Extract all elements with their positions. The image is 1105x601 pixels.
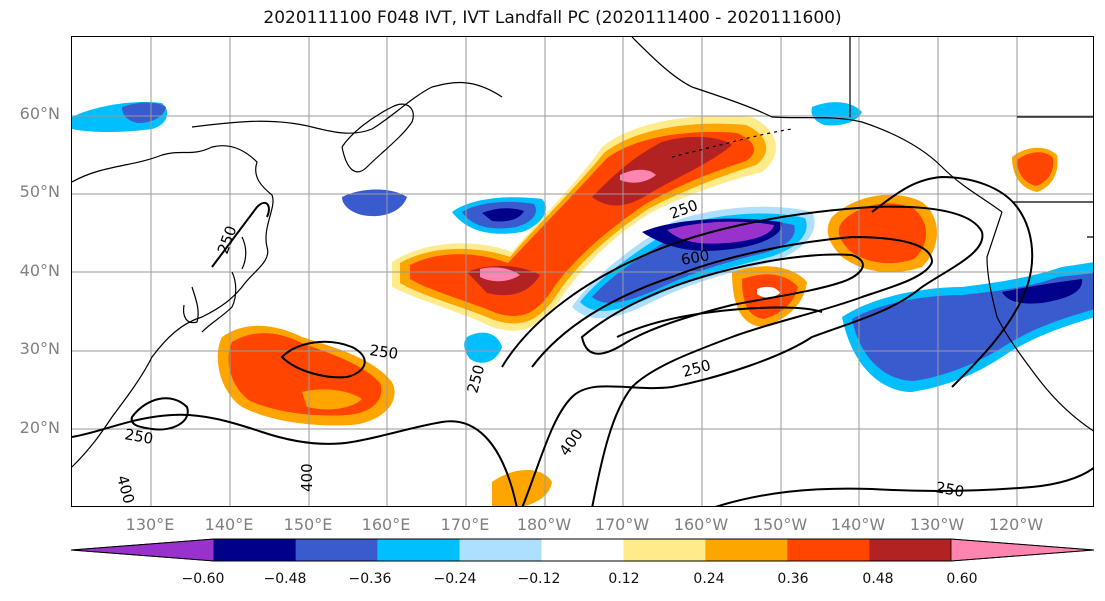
colorbar-segment <box>214 539 296 561</box>
colorbar-tick: 0.48 <box>862 571 894 587</box>
lon-label: 180°W <box>516 515 572 534</box>
lon-label: 140°W <box>830 515 886 534</box>
contour-label: 400 <box>113 473 138 505</box>
ivt-contours <box>72 175 1093 506</box>
lon-label: 160°E <box>361 515 411 534</box>
contour-label: 250 <box>680 356 712 381</box>
positive-plume-main-darkred <box>592 136 732 206</box>
positive-cell-east-2-hole <box>757 286 780 298</box>
colorbar-tick: −0.36 <box>348 571 392 587</box>
contour-label: 600 <box>680 246 711 269</box>
graticule <box>72 37 1093 506</box>
lat-label-60n: 60°N <box>19 104 60 123</box>
contour-label: 400 <box>298 463 316 492</box>
negative-cell-south <box>464 332 502 363</box>
contour-label: 250 <box>214 223 241 256</box>
negative-cell-nw <box>342 189 407 217</box>
contour-600 <box>580 253 864 355</box>
negative-cell-far-west-blue <box>122 102 166 123</box>
map-title: 2020111100 F048 IVT, IVT Landfall PC (20… <box>263 8 842 28</box>
siberia-coast <box>191 81 503 134</box>
positive-cell-east-red <box>838 203 926 264</box>
colorbar-tick: 0.24 <box>693 571 725 587</box>
lon-label: 170°E <box>440 515 490 534</box>
na-west-coast <box>986 211 1093 432</box>
colorbar-segment <box>950 538 1095 562</box>
lon-label: 140°E <box>204 515 254 534</box>
coastlines <box>72 37 1093 468</box>
lon-label: 120°W <box>988 515 1044 534</box>
positive-plume-pink <box>480 267 520 282</box>
lon-label: 150°W <box>752 515 808 534</box>
map-panel: 250 600 250 250 250 250 400 400 400 250 … <box>71 36 1094 507</box>
colorbar-tick: 0.36 <box>777 571 809 587</box>
colorbar-segment <box>623 539 706 561</box>
positive-cell-ne-2 <box>1017 152 1054 186</box>
colorbar-segment <box>869 539 951 561</box>
lat-label-40n: 40°N <box>19 261 60 280</box>
colorbar-segment <box>705 539 788 561</box>
negative-cell-north-navy <box>482 208 524 222</box>
contour-label: 400 <box>556 426 587 460</box>
lat-label-50n: 50°N <box>19 182 60 201</box>
colorbar-outline <box>70 538 1095 562</box>
colorbar-segment <box>70 538 215 562</box>
colorbar-tick: 0.60 <box>946 571 978 587</box>
contour-label: 250 <box>934 478 965 501</box>
lon-label: 150°E <box>283 515 333 534</box>
colorbar-segment <box>377 539 460 561</box>
asia-coast <box>72 145 274 468</box>
borders <box>849 37 1093 238</box>
japan-coast <box>201 236 247 333</box>
colorbar-tick: 0.12 <box>608 571 640 587</box>
negative-cell-aleutian <box>811 102 862 126</box>
colorbar <box>70 538 1095 562</box>
lon-label: 170°W <box>594 515 650 534</box>
ivt-shading <box>72 101 1093 506</box>
colorbar-tick: −0.48 <box>263 571 307 587</box>
colorbar-tick: −0.12 <box>517 571 561 587</box>
colorbar-segment <box>541 539 624 561</box>
colorbar-segment <box>295 539 378 561</box>
alaska-coast <box>631 37 1003 213</box>
lat-label-30n: 30°N <box>19 339 60 358</box>
contour-label: 250 <box>368 341 399 363</box>
positive-cell-south <box>492 470 552 506</box>
colorbar-tick: −0.24 <box>433 571 477 587</box>
lat-label-20n: 20°N <box>19 418 60 437</box>
lon-label: 160°W <box>673 515 729 534</box>
colorbar-segment <box>459 539 542 561</box>
colorbar-tick: −0.60 <box>181 571 225 587</box>
lon-label: 130°W <box>909 515 965 534</box>
map-canvas: 250 600 250 250 250 250 400 400 400 250 … <box>72 37 1093 506</box>
positive-cell-west-orange-core <box>302 389 362 410</box>
korea-coast <box>182 286 199 324</box>
lon-label: 130°E <box>125 515 175 534</box>
contour-label: 250 <box>123 425 154 448</box>
aleutian-chain <box>671 128 793 158</box>
contour-labels: 250 600 250 250 250 250 400 400 400 250 … <box>113 196 966 506</box>
contour-label: 250 <box>463 363 488 395</box>
kamchatka-coast <box>341 103 414 173</box>
colorbar-segment <box>787 539 870 561</box>
positive-plume-pink-2 <box>620 169 656 183</box>
